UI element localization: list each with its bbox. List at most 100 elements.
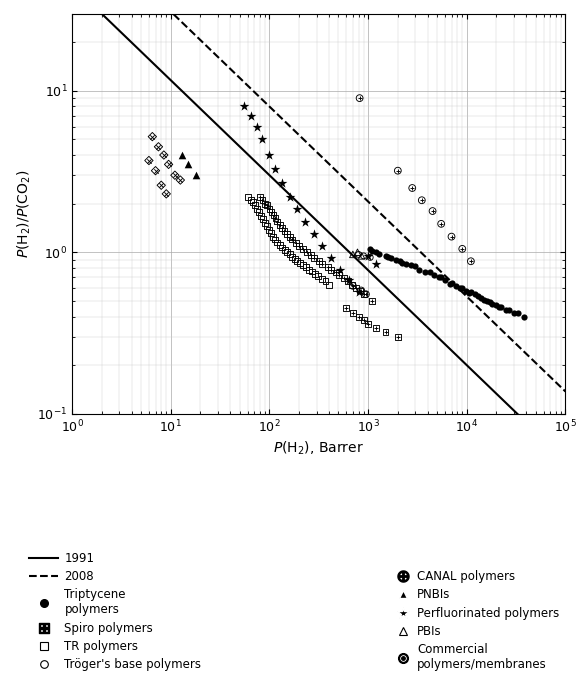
Point	[335, 270, 344, 281]
Point	[299, 244, 308, 254]
Point	[351, 282, 361, 293]
Point	[282, 228, 291, 239]
Point	[411, 261, 420, 272]
Point	[151, 166, 160, 176]
Point	[415, 264, 424, 275]
Point	[144, 155, 153, 166]
Point	[445, 278, 454, 289]
Point	[355, 285, 364, 296]
Point	[466, 286, 475, 297]
Point	[255, 192, 264, 202]
Point	[243, 192, 252, 202]
Point	[393, 166, 402, 176]
Point	[278, 242, 287, 253]
Point	[354, 286, 363, 297]
Point	[309, 252, 318, 263]
Point	[425, 267, 434, 278]
Point	[359, 315, 368, 326]
Point	[309, 228, 318, 239]
Point	[428, 206, 437, 217]
Point	[278, 222, 287, 233]
Point	[355, 285, 364, 296]
Point	[355, 92, 364, 103]
Point	[447, 231, 456, 242]
Point	[466, 256, 475, 267]
Point	[144, 155, 153, 166]
Point	[285, 192, 294, 202]
Point	[287, 234, 297, 245]
Point	[417, 195, 426, 206]
Point	[267, 207, 276, 218]
Point	[452, 280, 461, 291]
Point	[271, 234, 280, 245]
Point	[501, 304, 511, 315]
Point	[271, 213, 280, 224]
Point	[417, 195, 426, 206]
Point	[331, 267, 340, 278]
Point	[335, 264, 344, 275]
Point	[381, 327, 390, 338]
Point	[306, 250, 316, 261]
Point	[372, 259, 381, 269]
Point	[366, 244, 375, 254]
Point	[258, 195, 267, 206]
Point	[458, 244, 467, 254]
Point	[301, 261, 310, 272]
Point	[349, 280, 358, 291]
Point	[260, 198, 269, 209]
Point	[440, 275, 449, 286]
Point	[349, 280, 358, 291]
Point	[148, 131, 157, 142]
Point	[291, 237, 301, 248]
Point	[407, 183, 417, 194]
Point	[339, 273, 349, 284]
Point	[368, 295, 377, 306]
Point	[260, 198, 269, 209]
Point	[364, 319, 373, 330]
Point	[176, 174, 185, 185]
Point	[364, 319, 373, 330]
Point	[324, 279, 334, 290]
Point	[258, 214, 268, 225]
Point	[447, 231, 456, 242]
Point	[327, 264, 336, 275]
Point	[273, 237, 282, 248]
Point	[313, 271, 323, 282]
Point	[162, 188, 171, 199]
Point	[391, 254, 400, 265]
Point	[268, 231, 278, 242]
Point	[386, 252, 395, 263]
Point	[262, 221, 271, 232]
Point	[246, 110, 256, 121]
Legend: 1991, 2008, Triptycene
polymers, Spiro polymers, TR polymers, Tröger's base poly: 1991, 2008, Triptycene polymers, Spiro p…	[29, 552, 201, 671]
Point	[361, 289, 370, 300]
Point	[170, 170, 179, 181]
Point	[494, 301, 503, 312]
Point	[455, 282, 464, 293]
Point	[464, 287, 474, 298]
Point	[355, 92, 364, 103]
Point	[285, 231, 294, 242]
Point	[317, 259, 327, 269]
Point	[164, 159, 173, 170]
Point	[458, 244, 467, 254]
Point	[317, 259, 327, 269]
Point	[368, 295, 377, 306]
Point	[239, 101, 249, 112]
Point	[265, 150, 274, 161]
Point	[339, 273, 349, 284]
Point	[273, 216, 282, 227]
Point	[299, 260, 308, 271]
Point	[482, 295, 492, 306]
Point	[302, 247, 312, 258]
Point	[295, 257, 305, 268]
Point	[488, 298, 497, 309]
Point	[458, 282, 467, 293]
Point	[264, 224, 273, 235]
Point	[258, 134, 267, 145]
Point	[372, 322, 381, 333]
Point	[255, 192, 264, 202]
Point	[437, 218, 446, 229]
Point	[314, 256, 324, 267]
Point	[251, 200, 260, 211]
